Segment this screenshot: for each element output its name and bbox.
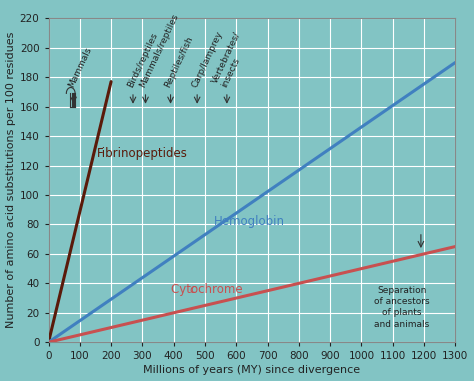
Text: Carp/lamprey: Carp/lamprey: [190, 30, 224, 89]
Text: c: c: [189, 283, 196, 296]
Text: Mammals: Mammals: [66, 46, 93, 89]
Text: Vertebrates/
insects: Vertebrates/ insects: [210, 30, 251, 89]
Text: Hemoglobin: Hemoglobin: [214, 215, 285, 228]
Text: Birds/reptiles: Birds/reptiles: [126, 31, 159, 89]
Text: Reptiles/fish: Reptiles/fish: [164, 35, 195, 89]
X-axis label: Millions of years (MY) since divergence: Millions of years (MY) since divergence: [143, 365, 360, 375]
Text: Mammals/reptiles: Mammals/reptiles: [138, 12, 181, 89]
Text: Cytochrome: Cytochrome: [171, 283, 246, 296]
Text: Separation
of ancestors
of plants
and animals: Separation of ancestors of plants and an…: [374, 286, 430, 328]
Text: Fibrinopeptides: Fibrinopeptides: [97, 147, 188, 160]
Y-axis label: Number of amino acid substitutions per 100 residues: Number of amino acid substitutions per 1…: [6, 32, 16, 328]
